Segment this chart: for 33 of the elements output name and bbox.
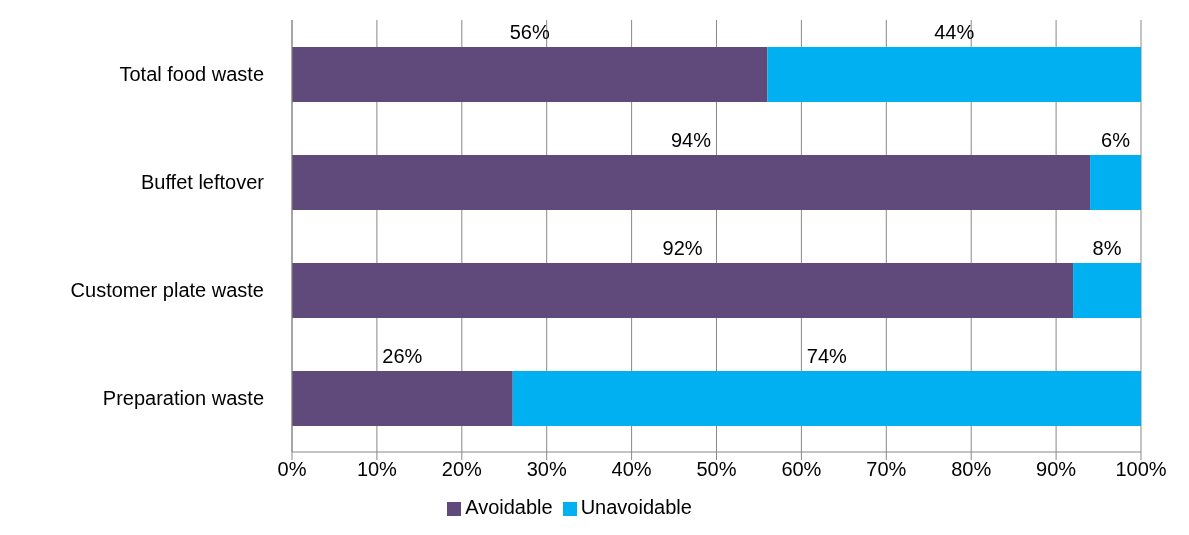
x-tick-label: 30% bbox=[526, 458, 567, 481]
x-tick-label: 90% bbox=[1036, 458, 1077, 481]
data-label: 74% bbox=[806, 345, 848, 367]
x-tick-label: 20% bbox=[441, 458, 483, 481]
x-tick-label: 80% bbox=[951, 458, 992, 481]
legend-label: Avoidable bbox=[465, 496, 553, 518]
data-label: 26% bbox=[382, 345, 423, 367]
data-label: 6% bbox=[1101, 129, 1131, 151]
data-label: 92% bbox=[662, 237, 703, 259]
x-tick-label: 100% bbox=[1115, 458, 1167, 481]
x-tick-label: 60% bbox=[781, 458, 822, 481]
data-label: 8% bbox=[1092, 237, 1122, 259]
bar bbox=[1090, 155, 1141, 210]
y-tick-label: Total food waste bbox=[119, 63, 264, 86]
x-tick-label: 10% bbox=[356, 458, 398, 481]
bar bbox=[292, 47, 768, 102]
bar bbox=[512, 371, 1141, 426]
x-tick-label: 50% bbox=[696, 458, 737, 481]
x-tick-label: 70% bbox=[866, 458, 907, 481]
data-label: 44% bbox=[934, 21, 975, 43]
bar bbox=[292, 155, 1091, 210]
legend-label: Unavoidable bbox=[580, 496, 692, 518]
y-tick-label: Preparation waste bbox=[102, 387, 264, 410]
y-tick-label: Customer plate waste bbox=[70, 279, 264, 302]
bar bbox=[292, 371, 513, 426]
data-label: 94% bbox=[671, 129, 712, 151]
x-tick-label: 0% bbox=[277, 458, 307, 481]
bar bbox=[767, 47, 1141, 102]
data-label: 56% bbox=[509, 21, 550, 43]
x-tick-label: 40% bbox=[611, 458, 652, 481]
bar bbox=[292, 263, 1074, 318]
bar bbox=[1073, 263, 1141, 318]
y-tick-label: Buffet leftover bbox=[140, 171, 265, 194]
